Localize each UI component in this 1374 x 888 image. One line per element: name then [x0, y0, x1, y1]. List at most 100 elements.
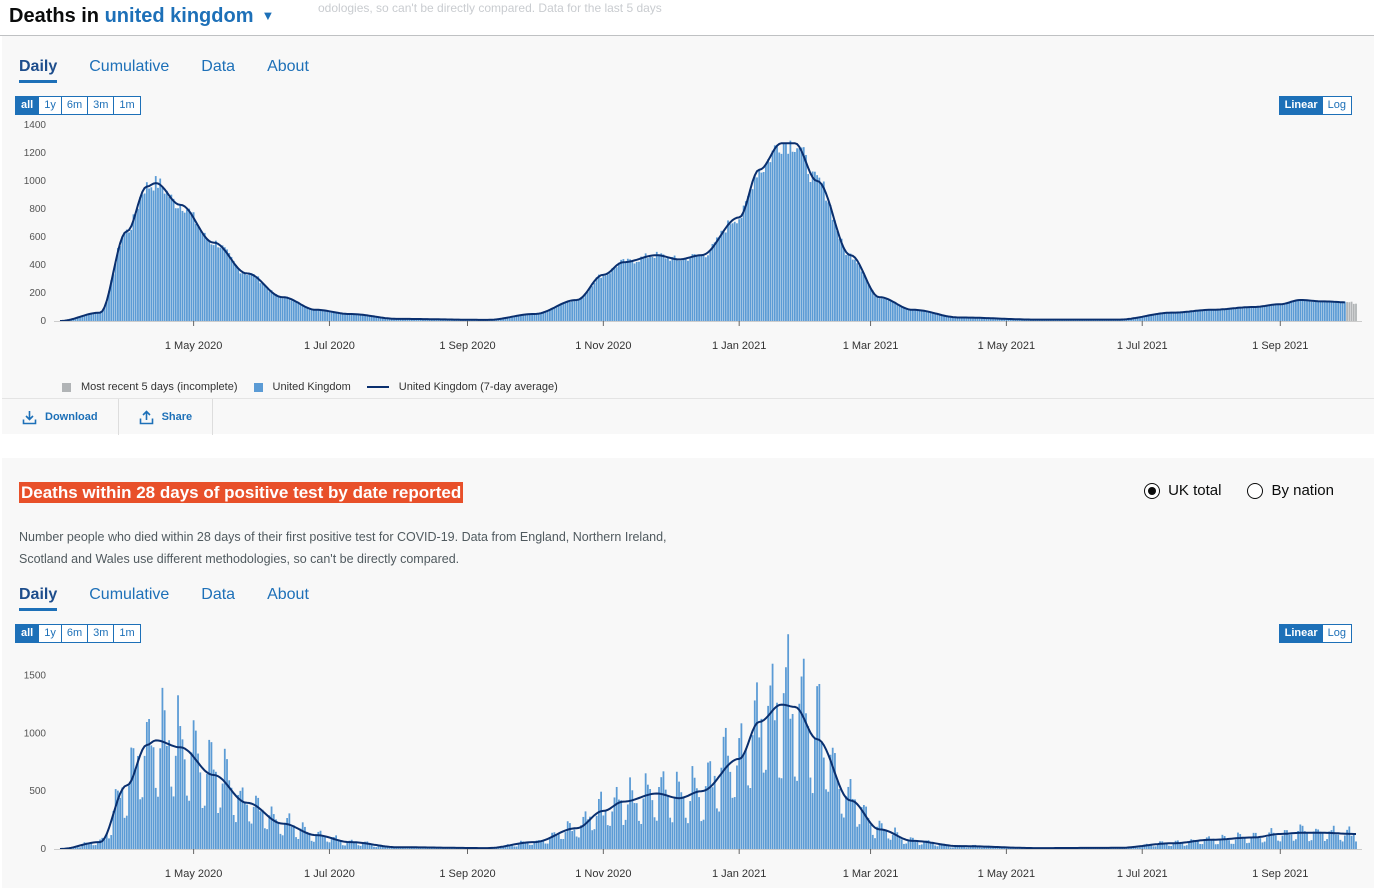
- daily-bar: [235, 264, 237, 321]
- daily-bar: [337, 839, 340, 849]
- tab-cumulative[interactable]: Cumulative: [89, 586, 170, 603]
- chevron-down-icon[interactable]: ▼: [261, 8, 275, 23]
- tab-cumulative[interactable]: Cumulative: [89, 58, 170, 75]
- daily-bar: [653, 257, 656, 321]
- x-tick-label: 1 Mar 2021: [843, 340, 899, 352]
- daily-bar: [720, 767, 723, 849]
- range-1y-button[interactable]: 1y: [39, 625, 62, 642]
- daily-bar: [517, 843, 520, 849]
- daily-bar: [368, 315, 371, 321]
- tab-daily[interactable]: Daily: [19, 586, 58, 611]
- daily-bar: [500, 847, 502, 849]
- range-6m-button[interactable]: 6m: [61, 97, 89, 114]
- daily-bar: [1208, 309, 1210, 321]
- daily-bar: [304, 307, 306, 321]
- daily-bar: [333, 312, 335, 321]
- range-3m-button[interactable]: 3m: [88, 97, 115, 114]
- daily-bar: [125, 229, 128, 321]
- daily-bar: [742, 753, 745, 849]
- daily-bar: [611, 811, 614, 849]
- daily-bar: [221, 245, 224, 321]
- range-6m-button[interactable]: 6m: [61, 625, 89, 642]
- range-1m-button[interactable]: 1m: [114, 625, 140, 642]
- daily-bar: [143, 193, 146, 321]
- daily-bar: [765, 769, 767, 849]
- daily-bar: [108, 838, 110, 849]
- radio-unselected-icon[interactable]: [1247, 482, 1264, 499]
- chart-legend: Most recent 5 days (incomplete) United K…: [62, 381, 558, 393]
- scale-linear-button[interactable]: Linear: [1279, 625, 1323, 642]
- daily-bar: [577, 299, 580, 321]
- location-selector[interactable]: united kingdom: [104, 5, 254, 27]
- daily-bar: [963, 317, 965, 321]
- daily-bar: [277, 822, 280, 849]
- daily-bar: [829, 205, 832, 321]
- download-button[interactable]: Download: [2, 399, 119, 435]
- daily-bar: [998, 318, 1001, 321]
- daily-bar: [954, 845, 957, 849]
- daily-bar: [593, 282, 596, 321]
- daily-bar: [110, 280, 113, 321]
- tab-data[interactable]: Data: [201, 58, 236, 75]
- daily-bar: [1152, 314, 1155, 321]
- radio-by-nation[interactable]: By nation: [1247, 482, 1334, 499]
- daily-bar: [419, 319, 422, 321]
- daily-bar: [716, 808, 718, 849]
- daily-bar: [1352, 303, 1355, 321]
- tab-about[interactable]: About: [267, 586, 309, 603]
- daily-bar: [252, 274, 255, 321]
- daily-bar: [397, 318, 400, 321]
- time-range-selector: all 1y 6m 3m 1m: [15, 96, 141, 115]
- daily-bar: [981, 318, 983, 321]
- tab-about[interactable]: About: [267, 58, 309, 75]
- daily-bar: [551, 308, 554, 321]
- daily-bar: [520, 315, 522, 321]
- radio-selected-icon[interactable]: [1144, 482, 1161, 499]
- range-3m-button[interactable]: 3m: [88, 625, 115, 642]
- daily-bar: [1332, 301, 1335, 321]
- daily-bar: [1012, 848, 1014, 849]
- scale-linear-button[interactable]: Linear: [1279, 97, 1323, 114]
- daily-bar: [709, 251, 712, 321]
- radio-uk-total[interactable]: UK total: [1144, 482, 1221, 499]
- daily-bar: [1145, 315, 1148, 321]
- daily-bar: [422, 848, 424, 849]
- daily-bar: [907, 309, 910, 321]
- daily-bar: [949, 317, 952, 321]
- daily-bar: [1132, 847, 1135, 849]
- scale-log-button[interactable]: Log: [1322, 97, 1351, 114]
- daily-bar: [183, 759, 186, 849]
- daily-bar: [279, 833, 282, 849]
- daily-bar: [355, 314, 358, 321]
- daily-bar: [965, 847, 968, 849]
- share-button[interactable]: Share: [119, 399, 214, 435]
- daily-bar: [967, 317, 970, 321]
- daily-bar: [814, 738, 816, 849]
- range-1y-button[interactable]: 1y: [39, 97, 62, 114]
- range-all-button[interactable]: all: [16, 97, 40, 114]
- range-1m-button[interactable]: 1m: [114, 97, 140, 114]
- scale-log-button[interactable]: Log: [1322, 625, 1351, 642]
- daily-bar: [1310, 301, 1313, 321]
- daily-bar: [796, 780, 798, 849]
- daily-bar: [121, 787, 124, 849]
- daily-bar: [1156, 313, 1159, 321]
- daily-bar: [237, 267, 240, 321]
- daily-bar: [566, 301, 569, 321]
- daily-bar: [344, 313, 346, 321]
- daily-bar: [976, 846, 979, 849]
- daily-bar: [1194, 840, 1197, 849]
- daily-bar: [324, 836, 326, 849]
- range-all-button[interactable]: all: [16, 625, 40, 642]
- daily-bar: [544, 843, 547, 849]
- daily-bar: [382, 845, 384, 849]
- x-tick-label: 1 May 2021: [978, 340, 1035, 352]
- tab-daily[interactable]: Daily: [19, 58, 58, 83]
- daily-bar: [315, 310, 317, 321]
- tab-data[interactable]: Data: [201, 586, 236, 603]
- daily-bar: [722, 231, 725, 321]
- daily-bar: [137, 208, 139, 321]
- daily-bar: [771, 150, 774, 321]
- daily-bar: [210, 742, 213, 849]
- description-line: Scotland and Wales use different methodo…: [19, 552, 460, 566]
